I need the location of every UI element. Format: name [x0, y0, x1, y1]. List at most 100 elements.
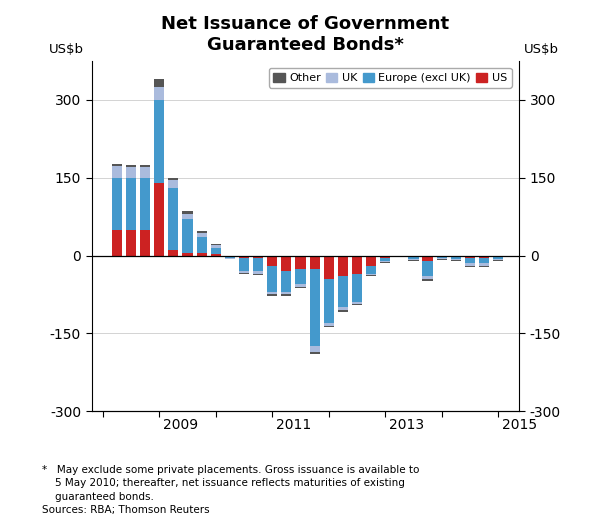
Bar [493, 256, 503, 259]
Bar [310, 352, 320, 354]
Bar [253, 271, 263, 274]
Bar [323, 323, 334, 326]
Bar [366, 274, 376, 275]
Bar [451, 259, 461, 260]
Bar [380, 261, 390, 262]
Bar [281, 292, 292, 294]
Text: US$b: US$b [524, 43, 559, 56]
Bar [239, 258, 249, 271]
Bar [169, 188, 178, 250]
Bar [465, 255, 475, 258]
Bar [239, 272, 249, 274]
Bar [182, 253, 193, 255]
Bar [197, 231, 207, 233]
Bar [140, 165, 150, 167]
Bar [409, 256, 419, 259]
Bar [267, 292, 277, 294]
Bar [112, 230, 122, 255]
Bar [295, 284, 305, 287]
Bar [493, 259, 503, 260]
Bar [140, 230, 150, 255]
Bar [126, 167, 136, 178]
Bar [154, 100, 164, 183]
Bar [239, 255, 249, 258]
Bar [323, 279, 334, 323]
Bar [479, 263, 489, 266]
Bar [182, 212, 193, 214]
Bar [380, 258, 390, 261]
Bar [169, 178, 178, 180]
Bar [437, 258, 447, 259]
Text: *   May exclude some private placements. Gross issuance is available to
    5 Ma: * May exclude some private placements. G… [42, 465, 419, 515]
Bar [253, 274, 263, 275]
Bar [338, 276, 348, 307]
Bar [239, 271, 249, 272]
Bar [409, 260, 419, 261]
Bar [126, 165, 136, 167]
Bar [154, 183, 164, 255]
Bar [380, 255, 390, 258]
Bar [154, 79, 164, 87]
Bar [154, 87, 164, 100]
Bar [182, 219, 193, 253]
Bar [422, 261, 433, 276]
Bar [352, 304, 362, 305]
Bar [281, 271, 292, 292]
Bar [366, 255, 376, 266]
Bar [437, 255, 447, 258]
Bar [465, 258, 475, 263]
Bar [112, 164, 122, 166]
Bar [267, 294, 277, 296]
Bar [409, 259, 419, 260]
Bar [211, 248, 221, 254]
Bar [310, 268, 320, 346]
Bar [295, 255, 305, 268]
Bar [225, 258, 235, 259]
Bar [295, 268, 305, 284]
Bar [126, 178, 136, 230]
Bar [380, 262, 390, 263]
Bar [310, 255, 320, 268]
Bar [253, 258, 263, 271]
Bar [112, 178, 122, 230]
Bar [281, 294, 292, 296]
Bar [112, 166, 122, 178]
Bar [437, 259, 447, 260]
Bar [295, 287, 305, 288]
Bar [211, 243, 221, 245]
Bar [323, 255, 334, 279]
Bar [352, 302, 362, 304]
Bar [451, 255, 461, 256]
Bar [422, 255, 433, 261]
Bar [225, 255, 235, 258]
Bar [267, 255, 277, 266]
Bar [409, 255, 419, 256]
Title: Net Issuance of Government
Guaranteed Bonds*: Net Issuance of Government Guaranteed Bo… [161, 15, 449, 54]
Bar [451, 260, 461, 261]
Bar [479, 258, 489, 263]
Bar [366, 266, 376, 274]
Bar [451, 256, 461, 259]
Bar [338, 255, 348, 276]
Legend: Other, UK, Europe (excl UK), US: Other, UK, Europe (excl UK), US [269, 68, 512, 87]
Bar [493, 260, 503, 261]
Bar [182, 214, 193, 219]
Bar [323, 326, 334, 327]
Bar [338, 310, 348, 311]
Bar [465, 266, 475, 267]
Bar [493, 255, 503, 256]
Bar [479, 266, 489, 267]
Bar [366, 275, 376, 276]
Bar [197, 238, 207, 253]
Bar [169, 250, 178, 255]
Bar [211, 254, 221, 255]
Bar [422, 279, 433, 281]
Bar [253, 255, 263, 258]
Bar [352, 255, 362, 274]
Bar [267, 266, 277, 292]
Bar [338, 307, 348, 310]
Bar [465, 263, 475, 266]
Bar [197, 253, 207, 255]
Bar [211, 245, 221, 248]
Text: US$b: US$b [49, 43, 84, 56]
